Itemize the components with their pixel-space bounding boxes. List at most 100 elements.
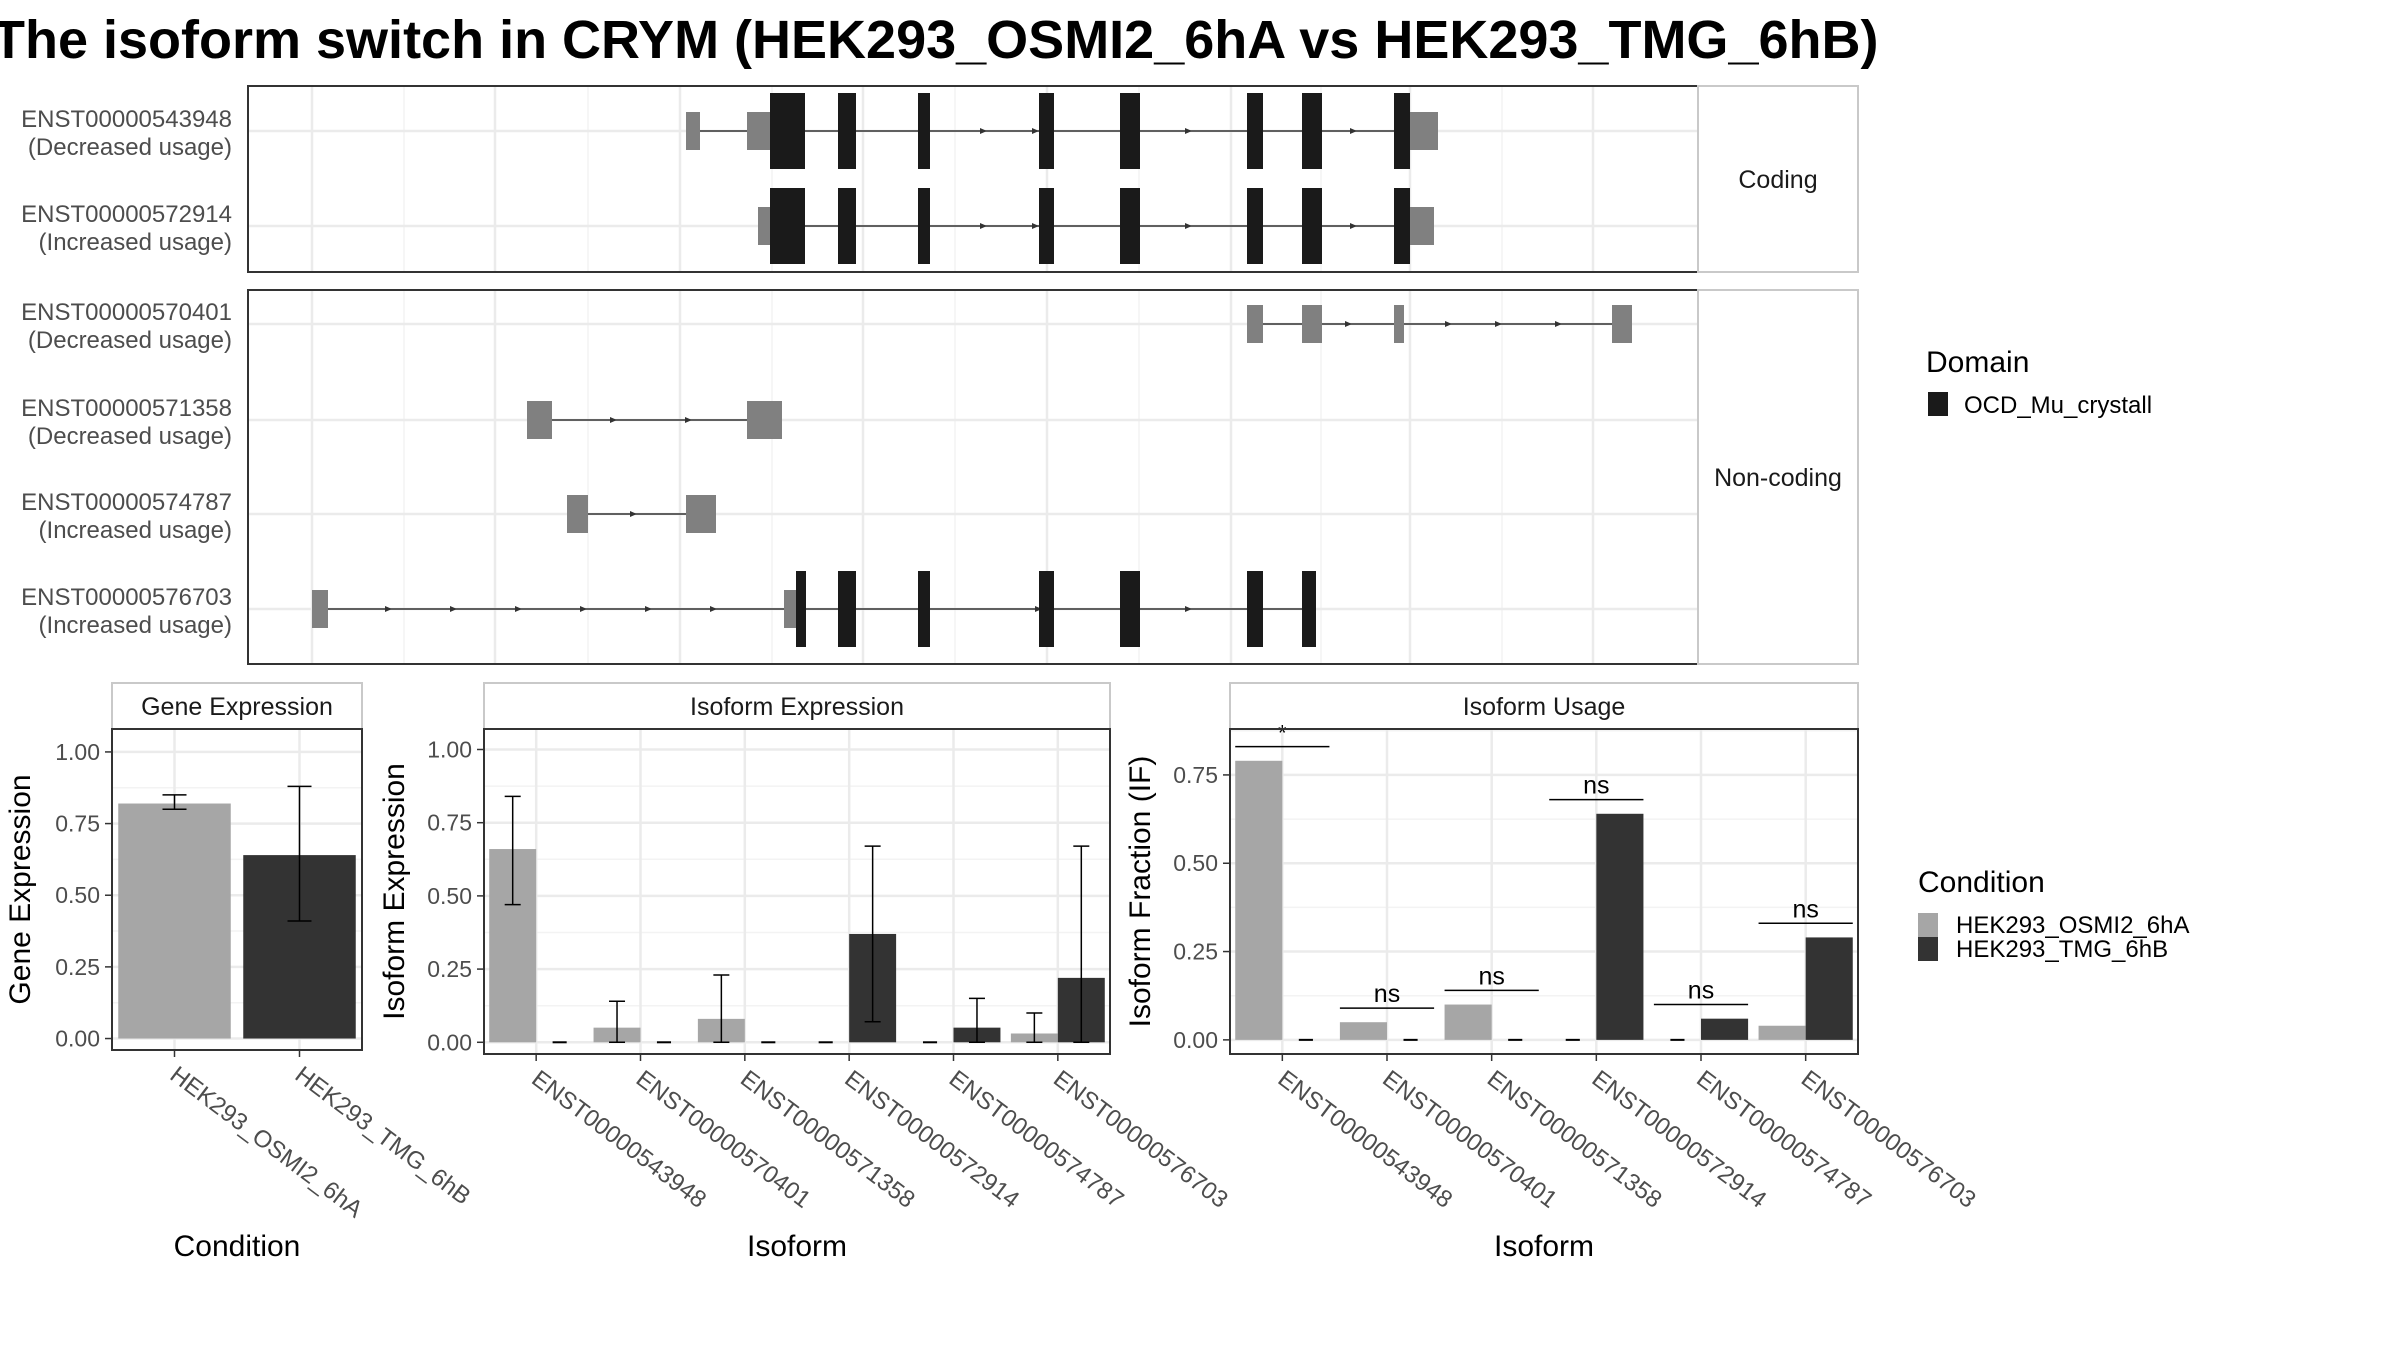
significance-label: * <box>1278 721 1287 746</box>
exon-block <box>747 112 770 150</box>
intron-direction-arrow <box>1032 128 1039 134</box>
chart-panel-border <box>1229 728 1859 1055</box>
domain-exon <box>1247 93 1263 169</box>
bar <box>1235 760 1283 1040</box>
domain-legend: Domain OCD_Mu_crystall <box>1926 346 2152 419</box>
domain-exon <box>1039 93 1054 169</box>
intron-direction-arrow <box>385 606 392 612</box>
x-tick-label: ENST00000574787 <box>944 1065 1129 1213</box>
isoform-id-label: ENST00000543948 <box>21 106 232 133</box>
y-tick-label: 0.00 <box>55 1026 100 1052</box>
condition-legend-label-a: HEK293_OSMI2_6hA <box>1956 912 2189 939</box>
domain-exon <box>1120 188 1140 264</box>
domain-exon <box>1394 188 1410 264</box>
domain-exon <box>838 188 856 264</box>
structure-facet-bg <box>248 86 1698 272</box>
y-tick-label: 0.50 <box>427 883 472 909</box>
y-tick-label: 0.75 <box>1173 762 1218 788</box>
bar <box>1805 937 1853 1040</box>
y-tick-label: 1.00 <box>55 739 100 765</box>
isoform-usage-label: (Decreased usage) <box>28 423 232 450</box>
intron-direction-arrow <box>1350 128 1357 134</box>
y-axis-title: Isoform Fraction (IF) <box>1124 756 1157 1028</box>
y-tick-label: 0.50 <box>55 882 100 908</box>
isoform-usage-label: (Decreased usage) <box>28 327 232 354</box>
isoform-id-label: ENST00000576703 <box>21 584 232 611</box>
domain-exon <box>1120 571 1140 647</box>
facet-strip <box>1697 85 1859 273</box>
chart-panel-border <box>111 728 363 1051</box>
domain-exon <box>1302 188 1322 264</box>
domain-exon <box>918 188 930 264</box>
domain-exon <box>770 188 805 264</box>
domain-exon <box>770 93 805 169</box>
domain-exon <box>1039 188 1054 264</box>
chart-title: Isoform Usage <box>1463 693 1626 721</box>
chart-panel <box>1230 729 1858 1054</box>
y-tick-label: 0.25 <box>55 954 100 980</box>
chart-strip <box>483 682 1111 730</box>
intron-direction-arrow <box>710 606 717 612</box>
isoform-usage-label: (Increased usage) <box>39 612 232 639</box>
isoform-id-label: ENST00000572914 <box>21 201 232 228</box>
exon-block <box>1410 207 1434 245</box>
significance-label: ns <box>1792 895 1818 923</box>
bar <box>1596 813 1644 1040</box>
domain-exon <box>1302 93 1322 169</box>
significance-label: ns <box>1583 772 1609 800</box>
x-tick-label: ENST00000571358 <box>735 1065 920 1213</box>
figure-title: The isoform switch in CRYM (HEK293_OSMI2… <box>0 10 1878 70</box>
bar <box>1758 1025 1806 1040</box>
isoform-id-label: ENST00000571358 <box>21 395 232 422</box>
domain-legend-label: OCD_Mu_crystall <box>1964 392 2152 419</box>
significance-label: ns <box>1478 962 1504 990</box>
x-tick-label: ENST00000571358 <box>1482 1065 1667 1213</box>
domain-exon <box>1394 93 1410 169</box>
domain-exon <box>918 571 930 647</box>
exon-block <box>312 590 328 628</box>
domain-exon <box>918 93 930 169</box>
domain-exon <box>838 93 856 169</box>
domain-exon <box>1039 571 1054 647</box>
y-tick-label: 0.00 <box>1173 1027 1218 1053</box>
condition-legend: Condition HEK293_OSMI2_6hA HEK293_TMG_6h… <box>1918 866 2189 963</box>
exon-block <box>1394 305 1404 343</box>
isoform-structure-panel: ENST00000543948(Decreased usage)ENST0000… <box>21 85 1859 665</box>
exon-block <box>1247 305 1263 343</box>
intron-direction-arrow <box>450 606 457 612</box>
x-axis-title: Isoform <box>747 1230 847 1263</box>
y-tick-label: 0.75 <box>427 810 472 836</box>
condition-legend-label-b: HEK293_TMG_6hB <box>1956 936 2168 963</box>
significance-label: ns <box>1688 977 1714 1005</box>
exon-block <box>784 590 796 628</box>
facet-strip-label: Non-coding <box>1714 464 1842 492</box>
facet-strip <box>1697 289 1859 665</box>
bar <box>1444 1004 1492 1040</box>
intron-direction-arrow <box>515 606 522 612</box>
x-tick-label: ENST00000570401 <box>1377 1065 1562 1213</box>
chart-panel-border <box>483 728 1111 1055</box>
isoform-usage-label: (Increased usage) <box>39 517 232 544</box>
intron-direction-arrow <box>1495 321 1502 327</box>
significance-label: ns <box>1374 980 1400 1008</box>
intron-direction-arrow <box>630 511 637 517</box>
domain-exon <box>796 571 806 647</box>
exon-block <box>1612 305 1632 343</box>
domain-legend-title: Domain <box>1926 346 2029 379</box>
exon-block <box>747 401 782 439</box>
exon-block <box>686 495 716 533</box>
isoform-id-label: ENST00000570401 <box>21 299 232 326</box>
exon-block <box>1410 112 1438 150</box>
exon-block <box>686 112 700 150</box>
condition-legend-swatch-a <box>1918 913 1938 937</box>
y-tick-label: 0.75 <box>55 811 100 837</box>
domain-exon <box>838 571 856 647</box>
domain-exon <box>1247 188 1263 264</box>
domain-exon <box>1120 93 1140 169</box>
y-axis-title: Isoform Expression <box>378 763 411 1020</box>
x-tick-label: ENST00000574787 <box>1691 1065 1876 1213</box>
facet-strip-label: Coding <box>1738 166 1817 194</box>
y-tick-label: 0.25 <box>1173 939 1218 965</box>
y-tick-label: 1.00 <box>427 736 472 762</box>
